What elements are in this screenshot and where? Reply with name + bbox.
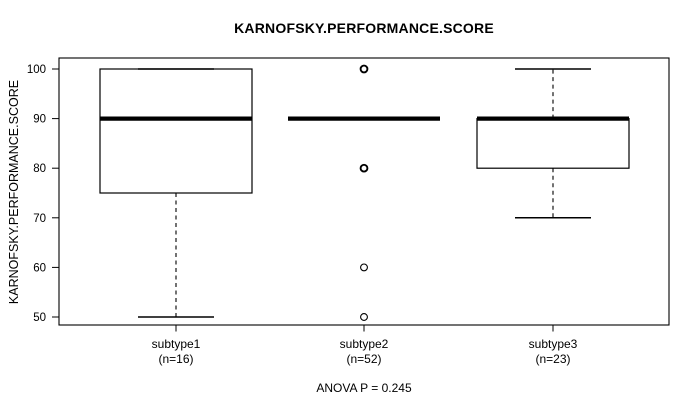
chart-title: KARNOFSKY.PERFORMANCE.SCORE: [234, 20, 494, 36]
group-n-label: (n=23): [535, 352, 571, 366]
x-tick-label-subtype2: subtype2 (n=52): [340, 337, 389, 367]
group-label: subtype3: [528, 337, 578, 351]
outlier-point: [360, 263, 368, 272]
y-tick-label: 90: [33, 114, 46, 126]
y-tick-label: 70: [33, 213, 46, 225]
y-tick-label: 60: [33, 262, 46, 274]
group-label: subtype2: [339, 337, 389, 351]
x-tick-label-subtype3: subtype3 (n=23): [529, 337, 578, 367]
group-n-label: (n=52): [346, 352, 382, 366]
group-n-label: (n=16): [158, 352, 194, 366]
outlier-point: [359, 163, 369, 173]
x-tick-label-subtype1: subtype1 (n=16): [152, 337, 201, 367]
iqr-box: [99, 68, 253, 194]
y-tick-label: 100: [27, 64, 46, 76]
y-tick-label: 80: [33, 163, 46, 175]
iqr-box: [476, 117, 630, 169]
outlier-point: [359, 64, 369, 74]
y-tick-label: 50: [33, 312, 46, 324]
anova-p-annotation: ANOVA P = 0.245: [316, 381, 412, 395]
outlier-point: [360, 313, 368, 321]
group-label: subtype1: [151, 337, 201, 351]
